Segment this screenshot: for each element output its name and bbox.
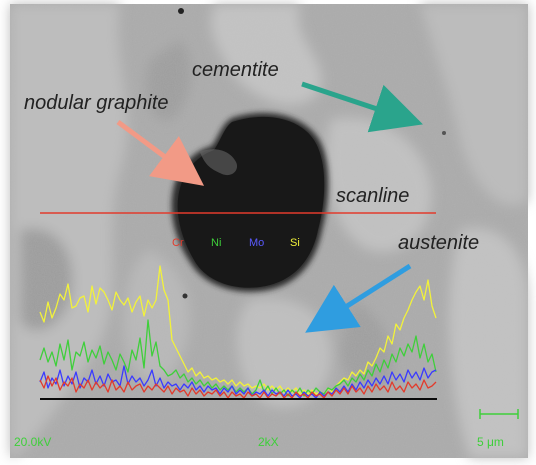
nodular-graphite-arrow xyxy=(116,119,205,186)
cementite-arrow xyxy=(301,81,423,133)
legend-ni: Ni xyxy=(211,237,221,249)
element-profiles xyxy=(39,265,437,399)
element-legend: Cr Ni Mo Si xyxy=(172,237,300,249)
legend-mo: Mo xyxy=(249,237,264,249)
legend-cr: Cr xyxy=(172,237,184,249)
profile-si xyxy=(39,265,437,397)
legend-si: Si xyxy=(290,237,300,249)
profile-cr xyxy=(39,375,437,399)
scanline-label: scanline xyxy=(336,185,409,207)
profile-ni xyxy=(39,319,437,397)
scale-label: 5 μm xyxy=(477,435,504,449)
cementite-label: cementite xyxy=(192,59,279,81)
scale-bar xyxy=(479,409,519,419)
sem-info-bar: 20.0kV 2kX 5 μm xyxy=(14,435,504,449)
voltage-readout: 20.0kV xyxy=(14,435,51,449)
micrograph-image xyxy=(10,4,528,458)
magnification-readout: 2kX xyxy=(258,435,279,449)
profile-mo xyxy=(39,365,437,399)
austenite-arrow xyxy=(305,263,412,333)
nodular-graphite-label: nodular graphite xyxy=(24,92,169,114)
austenite-label: austenite xyxy=(398,232,479,254)
